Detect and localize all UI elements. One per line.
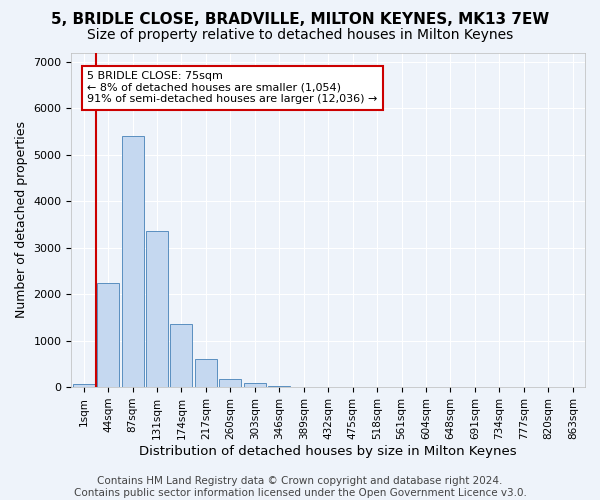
Bar bbox=[146, 232, 168, 387]
Y-axis label: Number of detached properties: Number of detached properties bbox=[15, 122, 28, 318]
X-axis label: Distribution of detached houses by size in Milton Keynes: Distribution of detached houses by size … bbox=[139, 444, 517, 458]
Bar bbox=[268, 386, 290, 387]
Bar bbox=[170, 324, 193, 387]
Text: 5, BRIDLE CLOSE, BRADVILLE, MILTON KEYNES, MK13 7EW: 5, BRIDLE CLOSE, BRADVILLE, MILTON KEYNE… bbox=[51, 12, 549, 28]
Bar bbox=[73, 384, 95, 387]
Text: Contains HM Land Registry data © Crown copyright and database right 2024.
Contai: Contains HM Land Registry data © Crown c… bbox=[74, 476, 526, 498]
Bar bbox=[244, 383, 266, 387]
Text: 5 BRIDLE CLOSE: 75sqm
← 8% of detached houses are smaller (1,054)
91% of semi-de: 5 BRIDLE CLOSE: 75sqm ← 8% of detached h… bbox=[87, 71, 377, 104]
Bar bbox=[195, 359, 217, 387]
Bar bbox=[122, 136, 143, 387]
Bar bbox=[220, 379, 241, 387]
Bar bbox=[97, 282, 119, 387]
Text: Size of property relative to detached houses in Milton Keynes: Size of property relative to detached ho… bbox=[87, 28, 513, 42]
